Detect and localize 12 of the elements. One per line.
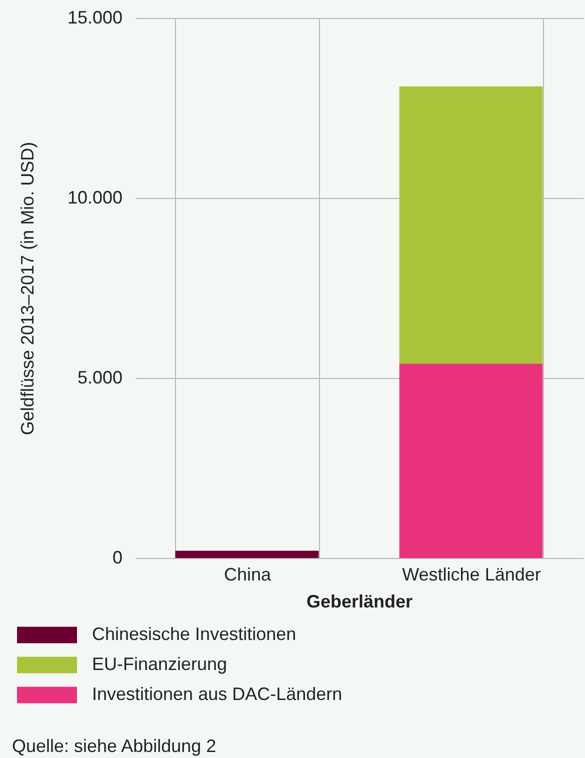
y-tick-label: 15.000 (67, 8, 122, 28)
y-tick-label: 10.000 (67, 188, 122, 208)
x-axis-title: Geberländer (306, 592, 413, 612)
y-axis-title: Geldflüsse 2013–2017 (in Mio. USD) (17, 142, 38, 436)
y-tick-label: 5.000 (77, 368, 122, 388)
legend-label: EU-Finanzierung (92, 654, 228, 674)
y-tick-label: 0 (112, 548, 122, 568)
source-note: Quelle: siehe Abbildung 2 (12, 736, 216, 756)
legend-label: Investitionen aus DAC-Ländern (92, 684, 342, 704)
x-tick-label: Westliche Länder (402, 564, 541, 584)
x-tick-label: China (224, 564, 272, 584)
legend-label: Chinesische Investitionen (92, 624, 296, 644)
